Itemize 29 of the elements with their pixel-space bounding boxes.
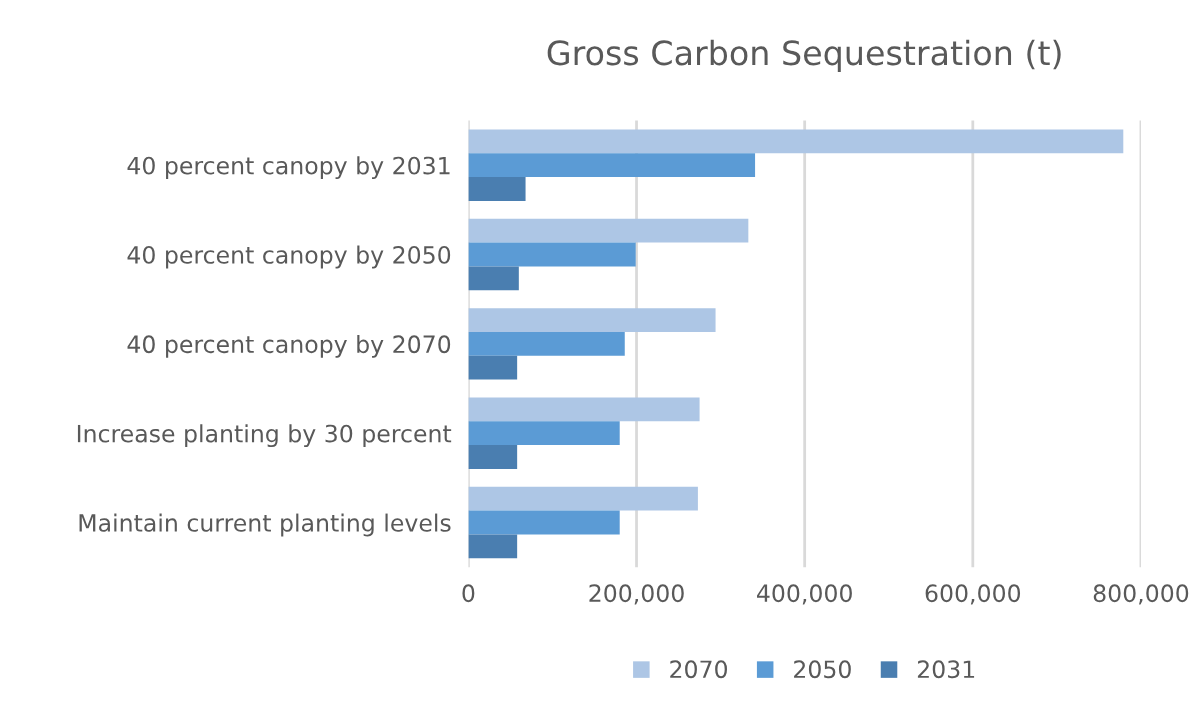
y-tick-label: 40 percent canopy by 2070 <box>127 334 451 358</box>
bar <box>468 421 620 446</box>
x-tick-label: 400,000 <box>757 584 852 605</box>
bar <box>468 242 636 267</box>
bar <box>468 218 749 243</box>
bar <box>468 331 625 356</box>
bar <box>468 510 620 535</box>
x-tick-label: 0 <box>462 584 475 603</box>
y-tick-label: Increase planting by 30 percent <box>77 424 452 448</box>
bar <box>468 534 518 559</box>
x-tick-label: 600,000 <box>925 584 1021 605</box>
legend-label: 2070 <box>670 660 728 679</box>
y-tick-label: Maintain current planting levels <box>79 513 451 537</box>
bar <box>468 445 518 469</box>
y-tick-label: 40 percent canopy by 2050 <box>127 245 451 269</box>
x-tick-label: 200,000 <box>589 584 684 605</box>
bar <box>468 355 518 380</box>
bar <box>468 129 1124 154</box>
x-tick-label: 800,000 <box>1093 584 1189 605</box>
bar <box>468 308 716 332</box>
bar <box>468 397 700 422</box>
bar <box>468 177 526 201</box>
chart-title: Gross Carbon Sequestration (t) <box>547 39 1061 72</box>
bar <box>468 153 756 178</box>
y-tick-label: 40 percent canopy by 2031 <box>127 156 450 180</box>
bar <box>468 266 519 291</box>
bar <box>468 486 698 511</box>
legend-label: 2031 <box>917 660 975 679</box>
legend-label: 2050 <box>794 660 851 679</box>
